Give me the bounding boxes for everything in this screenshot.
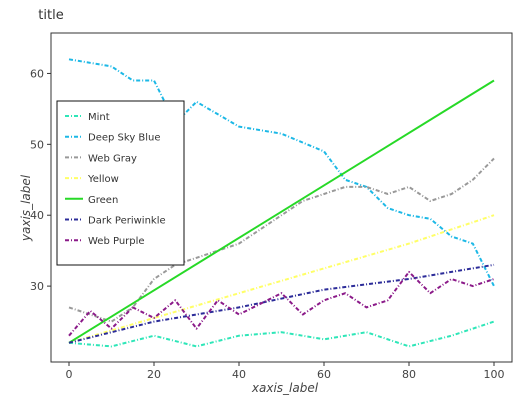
series-line-yellow bbox=[68, 214, 495, 344]
y-tick-label: 40 bbox=[30, 209, 44, 222]
y-axis-title: yaxis_label bbox=[19, 174, 33, 242]
x-tick-label: 60 bbox=[317, 368, 331, 381]
y-tick-label: 50 bbox=[30, 138, 44, 151]
legend: Mint Deep Sky Blue Web Gray Yellow Green Dark… bbox=[56, 100, 185, 266]
x-axis-title: xaxis_label bbox=[251, 381, 319, 395]
series-line-green bbox=[68, 79, 495, 344]
legend-label: Mint bbox=[88, 112, 110, 123]
plot-frame bbox=[50, 32, 513, 363]
legend-label: Green bbox=[88, 195, 118, 206]
x-tick-label: 40 bbox=[232, 368, 246, 381]
series-line-web-purple bbox=[68, 270, 495, 337]
axes: 0 20 40 60 80 100 30 40 50 60 bbox=[30, 32, 513, 381]
chart-title: title bbox=[38, 8, 63, 23]
series-line-mint bbox=[68, 320, 495, 348]
x-tick-label: 100 bbox=[484, 368, 505, 381]
legend-label: Web Gray bbox=[88, 153, 137, 164]
legend-label: Yellow bbox=[87, 174, 119, 185]
legend-label: Web Purple bbox=[88, 236, 145, 247]
legend-label: Deep Sky Blue bbox=[88, 133, 161, 144]
y-tick-label: 30 bbox=[30, 280, 44, 293]
series-line-deep-sky-blue bbox=[68, 58, 495, 287]
x-tick-label: 20 bbox=[147, 368, 161, 381]
legend-label: Dark Periwinkle bbox=[88, 216, 166, 227]
x-tick-label: 80 bbox=[402, 368, 416, 381]
series-line-dark-periwinkle bbox=[68, 263, 495, 344]
legend-box bbox=[56, 100, 185, 266]
x-tick-label: 0 bbox=[66, 368, 73, 381]
series-layer bbox=[68, 58, 495, 348]
y-tick-label: 60 bbox=[30, 67, 44, 80]
